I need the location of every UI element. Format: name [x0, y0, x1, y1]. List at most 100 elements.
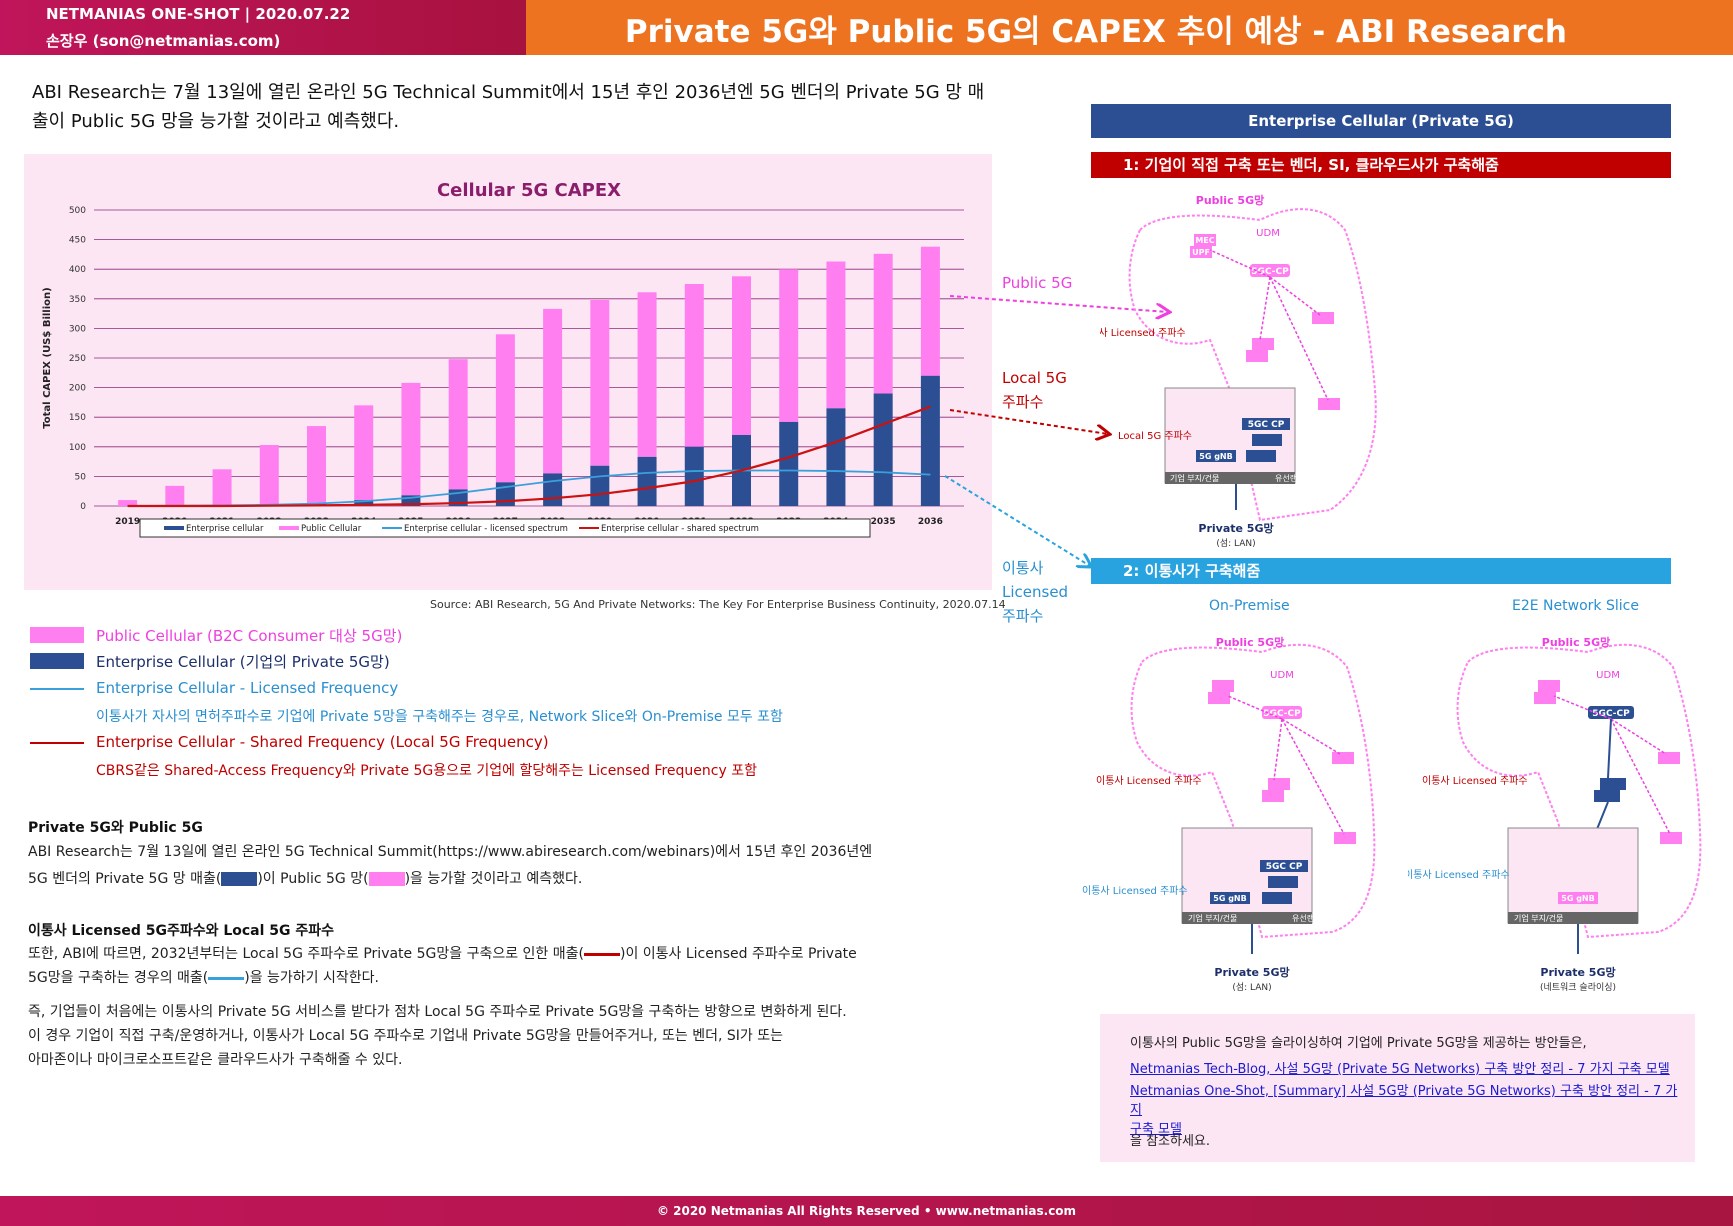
header-brand-bar: NETMANIAS ONE-SHOT | 2020.07.22 손장우 (son… — [0, 0, 526, 55]
s2-text-a: 또한, ABI에 따르면, 2032년부터는 Local 5G 주파수로 Pri… — [28, 946, 584, 962]
d3-carrier-licensed: 이통사 Licensed 주파수 — [1422, 775, 1528, 787]
d3-upf3-box — [1594, 790, 1620, 802]
d1-carrier-licensed: 이통사 Licensed 주파수 — [1100, 327, 1186, 339]
d1-upf: UPF — [1192, 248, 1210, 257]
d3-carrier-licensed-2: 이통사 Licensed 주파수 — [1408, 869, 1510, 881]
legend-entry: Public Cellular — [301, 524, 362, 534]
public-swatch — [30, 627, 84, 643]
public-net-outline — [1128, 208, 1377, 522]
label-on-premise: On-Premise — [1209, 598, 1290, 614]
arrow-public — [949, 295, 1168, 312]
y-tick-label: 100 — [69, 443, 86, 453]
bar-enterprise — [354, 500, 374, 506]
section2-line4: 이 경우 기업이 직접 구축/운영하거나, 이통사가 Local 5G 주파수로… — [28, 1028, 783, 1044]
d3-mec2-box — [1600, 778, 1626, 790]
section2-heading: 이통사 Licensed 5G주파수와 Local 5G 주파수 — [28, 923, 335, 939]
legend-enterprise: Enterprise Cellular (기업의 Private 5G망) — [96, 653, 390, 671]
header-title-bar: Private 5G와 Public 5G의 CAPEX 추이 예상 - ABI… — [526, 0, 1733, 55]
diagram-case1: Public 5G망 UDM 5GC-CP MEC UPF 이통사 Licens… — [1100, 193, 1377, 549]
d1-local-freq: Local 5G 주파수 — [1118, 430, 1192, 442]
d1-upf5-box — [1246, 450, 1276, 462]
diagram-case2-slice: Public 5G망 UDM 5GC-CP 이통사 Licensed 주파수 기… — [1408, 635, 1702, 993]
d2-gnb-box — [1210, 892, 1250, 904]
label-e2e-slice: E2E Network Slice — [1512, 598, 1639, 614]
d2-public-net: Public 5G망 — [1216, 635, 1284, 649]
y-tick-label: 0 — [80, 502, 86, 512]
brand-line: NETMANIAS ONE-SHOT | 2020.07.22 — [46, 5, 351, 23]
d2-site-label: 기업 부지/건물 — [1188, 913, 1237, 923]
legend-entry: Enterprise cellular - licensed spectrum — [404, 524, 568, 534]
d3-gnb-box — [1558, 892, 1598, 904]
d1-wired: 유선랜 — [1275, 473, 1297, 483]
bar-enterprise — [637, 456, 657, 506]
author-line: 손장우 (son@netmanias.com) — [46, 32, 281, 50]
legend-key — [164, 526, 184, 530]
legend-key — [279, 526, 299, 530]
note-link-oneshot-l1: Netmanias One-Shot, [Summary] 사설 5G망 (Pr… — [1130, 1084, 1678, 1118]
d2-mec3-box — [1268, 876, 1298, 888]
arrow-label-local5g: Local 5G 주파수 — [1002, 366, 1067, 414]
lead-paragraph: ABI Research는 7월 13일에 열린 온라인 5G Technica… — [32, 82, 985, 132]
note-outro: 을 참조하세요. — [1130, 1134, 1211, 1149]
d2-site-base — [1182, 912, 1312, 924]
bar-public — [448, 359, 468, 490]
legend-entry: Enterprise cellular - shared spectrum — [601, 524, 759, 534]
section2-line3: 즉, 기업들이 처음에는 이통사의 Private 5G 서비스를 받다가 점차… — [28, 1004, 847, 1020]
d3-mec-box — [1538, 680, 1560, 692]
s2-text-b: )이 이통사 Licensed 주파수로 Private — [619, 946, 857, 962]
footer: © 2020 Netmanias All Rights Reserved • w… — [0, 1196, 1733, 1226]
section2-line5: 아마존이나 마이크로소프트같은 클라우드사가 구축해줄 수 있다. — [28, 1052, 403, 1068]
bar-enterprise — [779, 421, 799, 506]
note-link-techblog[interactable]: Netmanias Tech-Blog, 사설 5G망 (Private 5G … — [1130, 1062, 1670, 1077]
inline-public-swatch — [368, 872, 405, 886]
d1-mec-box — [1194, 234, 1216, 246]
line-shared — [127, 405, 931, 508]
bar-public — [118, 500, 138, 506]
bar-enterprise — [684, 446, 704, 506]
d2-enterprise-site — [1181, 827, 1313, 924]
section1-body: ABI Research는 7월 13일에 열린 온라인 5G Technica… — [28, 840, 928, 891]
section1-line2: 5G 벤더의 Private 5G 망 매출()이 Public 5G 망()을… — [28, 867, 928, 891]
d3-private-sub: (네트워크 슬라이싱) — [1540, 982, 1616, 993]
d2-cp-box — [1262, 706, 1302, 719]
d1-upf4-box — [1318, 398, 1340, 410]
d2-upf4-box — [1334, 832, 1356, 844]
inline-licensed-swatch — [208, 976, 245, 980]
shared-swatch — [30, 742, 84, 744]
d2-mec2-box — [1268, 778, 1290, 790]
d1-mec3-box — [1252, 434, 1282, 446]
d1-mec: MEC — [1195, 236, 1214, 245]
bar-public — [684, 284, 704, 447]
carrier-line2: Licensed — [1002, 583, 1069, 601]
y-tick-label: 250 — [69, 354, 86, 364]
legend-entry: Enterprise cellular — [186, 524, 264, 534]
d3-upf2-box — [1658, 752, 1680, 764]
d1-cp: 5GC-CP — [1251, 267, 1289, 277]
d1-gnb: 5G gNB — [1199, 452, 1232, 461]
capex-chart: Cellular 5G CAPEX Total CAPEX (US$ Billio… — [42, 180, 964, 538]
section1-line1: ABI Research는 7월 13일에 열린 온라인 5G Technica… — [28, 844, 873, 860]
y-tick-label: 200 — [69, 384, 86, 394]
s2-text-d: )을 능가하기 시작한다. — [244, 970, 379, 986]
bar-public — [590, 299, 610, 466]
arrow-local — [949, 409, 1108, 434]
bar-public — [920, 246, 940, 376]
chart-legend-box — [139, 518, 871, 538]
s1-text-c: )을 능가할 것이라고 예측했다. — [404, 871, 583, 887]
case2-bar: 2: 이통사가 구축해줌 — [1091, 558, 1671, 584]
note-link-oneshot[interactable]: Netmanias One-Shot, [Summary] 사설 5G망 (Pr… — [1130, 1082, 1680, 1139]
d3-site-base — [1508, 912, 1638, 924]
d1-gnb-box — [1196, 450, 1236, 462]
d1-udm: UDM — [1256, 228, 1280, 239]
d2-upf5-box — [1262, 892, 1292, 904]
carrier-line1: 이통사 — [1002, 559, 1044, 577]
d2-outline — [1130, 643, 1376, 939]
d3-public-net: Public 5G망 — [1542, 635, 1610, 649]
bar-public — [401, 382, 421, 496]
d2-cp2: 5GC CP — [1266, 862, 1303, 872]
d1-links — [1209, 249, 1329, 401]
arrow-label-public5g: Public 5G — [1002, 274, 1073, 292]
note-intro: 이통사의 Public 5G망을 슬라이싱하여 기업에 Private 5G망을… — [1130, 1036, 1587, 1051]
d1-site-base — [1165, 472, 1295, 484]
s1-text-a: 5G 벤더의 Private 5G 망 매출( — [28, 871, 222, 887]
